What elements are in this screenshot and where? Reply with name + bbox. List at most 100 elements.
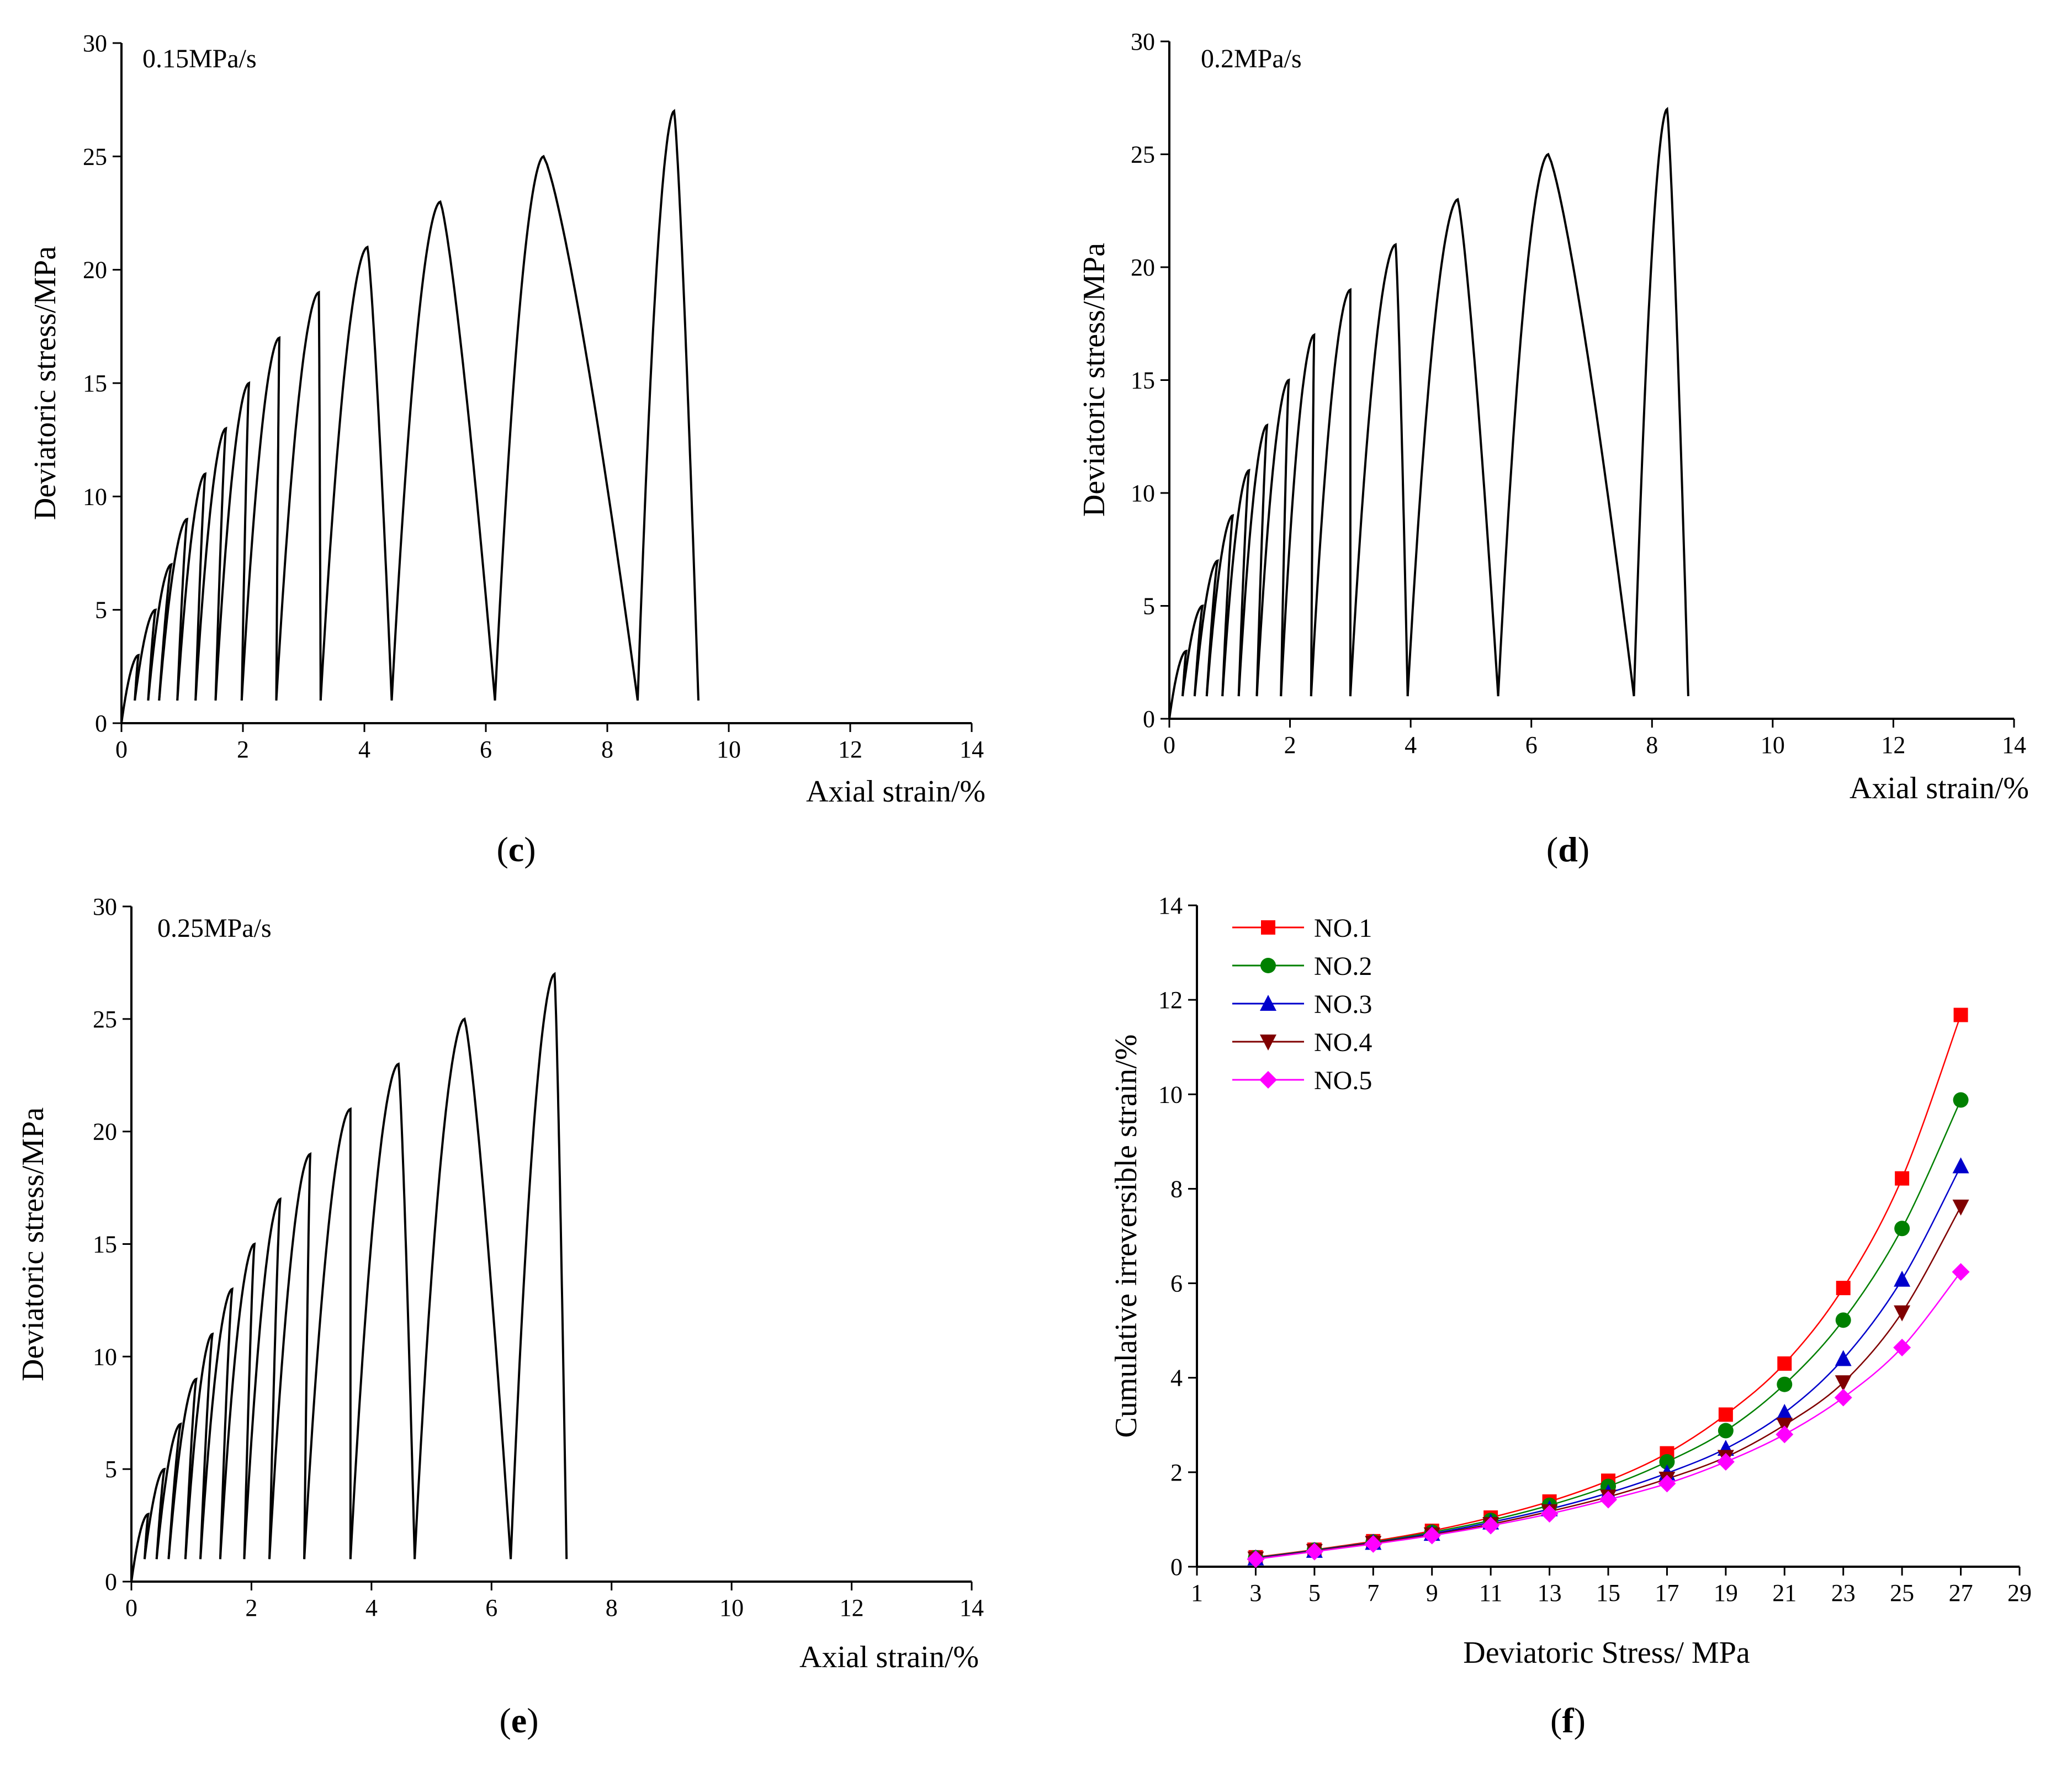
y-tick-label: 10 <box>93 1343 117 1370</box>
cycle-curve <box>143 1467 166 1560</box>
x-tick-label: 15 <box>1596 1579 1620 1606</box>
y-tick-label: 5 <box>105 1456 117 1483</box>
data-point-no2 <box>1835 1312 1851 1328</box>
x-tick-label: 9 <box>1426 1579 1438 1606</box>
stress-strain-curves <box>130 972 568 1582</box>
legend-label: NO.1 <box>1314 914 1372 943</box>
data-point-no5 <box>1716 1453 1735 1471</box>
cycle-curve <box>1237 423 1269 697</box>
cycle-curve <box>199 1287 234 1560</box>
x-tick-label: 6 <box>480 736 492 763</box>
x-tick-label: 5 <box>1308 1579 1321 1606</box>
series-line-no5 <box>1255 1271 1962 1560</box>
y-tick-label: 20 <box>93 1118 117 1145</box>
x-tick-label: 0 <box>125 1594 137 1621</box>
cycle-curve <box>1633 107 1689 697</box>
rate-annotation: 0.2MPa/s <box>1201 44 1302 73</box>
data-point-no1 <box>1777 1356 1792 1371</box>
panel-label-c: (c) <box>496 830 536 869</box>
cycle-curve <box>1221 468 1250 697</box>
x-tick-label: 4 <box>1405 731 1417 759</box>
cycle-curve <box>240 336 281 701</box>
cycle-curve <box>1193 559 1220 697</box>
cycle-curve <box>510 972 568 1560</box>
y-tick-label: 20 <box>1131 254 1155 281</box>
legend-marker <box>1260 995 1276 1011</box>
x-axis-label: Axial strain/% <box>1850 771 2029 805</box>
cycle-curve <box>414 1017 512 1560</box>
chart-panel-d: 0 2 4 6 8 10 12 14 0 5 10 15 20 25 30 0.2MPa/s Axial … <box>1077 28 2029 869</box>
cycle-curve <box>194 426 227 701</box>
data-point-no3 <box>1776 1404 1793 1420</box>
y-tick-label: 20 <box>83 257 107 284</box>
y-ticks: 0 2 4 6 8 10 12 14 <box>1158 892 1197 1581</box>
chart-panel-c: 0 2 4 6 8 10 12 14 0 5 10 15 20 25 30 0.15MPa/s Axial… <box>28 30 985 869</box>
x-tick-label: 12 <box>1881 731 1905 759</box>
x-tick-label: 2 <box>245 1594 257 1621</box>
cycle-curve <box>1497 152 1635 697</box>
data-point-no2 <box>1659 1454 1675 1470</box>
chart-panel-e: 0 2 4 6 8 10 12 14 0 5 10 15 20 25 30 0.25MPa/s Axial… <box>16 893 984 1740</box>
cycle-curve <box>158 517 189 701</box>
data-point-no3 <box>1894 1270 1911 1287</box>
cycle-curve <box>147 563 173 701</box>
y-ticks: 0 5 10 15 20 25 30 <box>93 893 131 1595</box>
y-tick-label: 5 <box>95 597 107 624</box>
y-tick-label: 0 <box>95 710 107 737</box>
cycle-curve <box>243 1197 282 1560</box>
data-point-no1 <box>1718 1407 1733 1422</box>
y-tick-label: 30 <box>1131 28 1155 55</box>
cycle-curve <box>1310 288 1352 697</box>
x-tick-label: 19 <box>1714 1579 1738 1606</box>
data-point-no3 <box>1952 1157 1969 1174</box>
x-axis-label: Deviatoric Stress/ MPa <box>1463 1636 1750 1670</box>
cycle-curve <box>219 1242 256 1560</box>
x-tick-label: 14 <box>2002 731 2026 759</box>
series-markers <box>1247 1007 1970 1568</box>
y-tick-label: 10 <box>83 483 107 510</box>
legend-marker <box>1260 1035 1276 1051</box>
y-tick-label: 8 <box>1170 1175 1183 1202</box>
data-point-no1 <box>1836 1281 1851 1296</box>
data-point-no4 <box>1952 1199 1969 1216</box>
data-point-no5 <box>1776 1425 1794 1444</box>
y-tick-label: 15 <box>83 370 107 397</box>
y-tick-label: 6 <box>1170 1270 1183 1297</box>
x-tick-label: 0 <box>115 736 128 763</box>
legend: NO.1 NO.2 NO.3 NO.4 NO.5 <box>1232 914 1372 1095</box>
x-tick-label: 17 <box>1655 1579 1679 1606</box>
panel-label-f: (f) <box>1550 1701 1586 1740</box>
rate-annotation: 0.25MPa/s <box>157 914 272 943</box>
y-tick-label: 10 <box>1131 480 1155 507</box>
y-axis-label: Deviatoric stress/MPa <box>1077 243 1111 517</box>
cycle-curve <box>1205 513 1234 697</box>
data-point-no5 <box>1305 1542 1323 1561</box>
legend-label: NO.2 <box>1314 952 1372 981</box>
x-tick-label: 13 <box>1538 1579 1562 1606</box>
stress-strain-curves <box>1168 107 1689 719</box>
y-tick-label: 15 <box>93 1231 117 1258</box>
x-tick-label: 2 <box>237 736 249 763</box>
cycle-curve <box>1280 333 1316 697</box>
x-tick-label: 8 <box>601 736 613 763</box>
x-tick-label: 10 <box>1761 731 1785 759</box>
x-tick-label: 21 <box>1772 1579 1797 1606</box>
data-point-no1 <box>1953 1007 1968 1022</box>
x-ticks: 1 3 5 7 9 11 13 15 17 19 21 23 25 27 29 <box>1191 1567 2032 1606</box>
y-axis-label: Deviatoric stress/MPa <box>16 1107 50 1381</box>
y-tick-label: 25 <box>1131 141 1155 168</box>
data-point-no5 <box>1540 1505 1559 1523</box>
legend-label: NO.5 <box>1314 1066 1372 1095</box>
stress-strain-curves <box>120 109 700 724</box>
y-tick-label: 4 <box>1170 1365 1183 1392</box>
legend-marker <box>1261 920 1275 935</box>
x-tick-label: 3 <box>1249 1579 1262 1606</box>
x-tick-label: 14 <box>960 736 984 763</box>
x-tick-label: 11 <box>1479 1579 1502 1606</box>
y-tick-label: 30 <box>93 893 117 920</box>
cycle-curve <box>637 109 700 701</box>
x-tick-label: 4 <box>358 736 370 763</box>
data-point-no2 <box>1777 1376 1793 1392</box>
x-tick-label: 10 <box>719 1594 744 1621</box>
